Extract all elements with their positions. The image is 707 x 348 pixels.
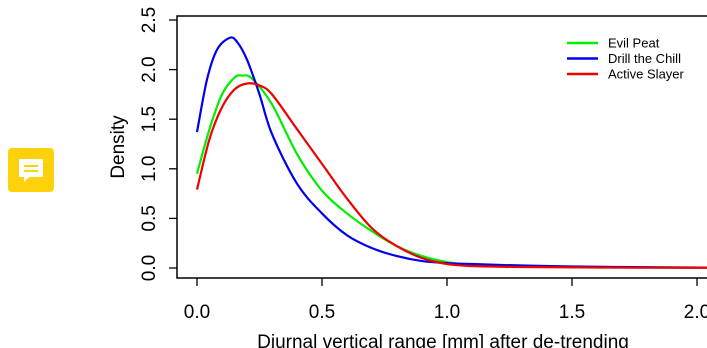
speech-bubble-icon	[19, 159, 43, 182]
comment-icon[interactable]	[8, 148, 54, 192]
y-tick-label: 2.0	[139, 56, 160, 82]
legend-label: Drill the Chill	[608, 51, 681, 66]
x-axis-title: Diurnal vertical range [mm] after de-tre…	[257, 332, 629, 348]
y-tick-label: 2.5	[139, 7, 160, 33]
x-tick-label: 1.5	[559, 302, 585, 323]
series-line-drill-the-chill	[195, 36, 707, 269]
series-line-evil-peat	[195, 74, 707, 269]
x-tick-label: 1.0	[434, 302, 460, 323]
y-tick-label: 0.0	[139, 255, 160, 281]
x-tick-label: 2.0	[684, 302, 707, 323]
y-tick-label: 0.5	[139, 205, 160, 231]
series-line-active-slayer	[195, 82, 707, 269]
y-tick-label: 1.5	[139, 106, 160, 132]
legend-label: Evil Peat	[608, 36, 660, 51]
y-axis-title: Density	[108, 115, 129, 179]
legend-label: Active Slayer	[608, 67, 685, 82]
plot-frame	[176, 15, 707, 279]
x-tick-label: 0.0	[184, 302, 210, 323]
x-tick-label: 0.5	[309, 302, 335, 323]
y-tick-label: 1.0	[139, 156, 160, 182]
